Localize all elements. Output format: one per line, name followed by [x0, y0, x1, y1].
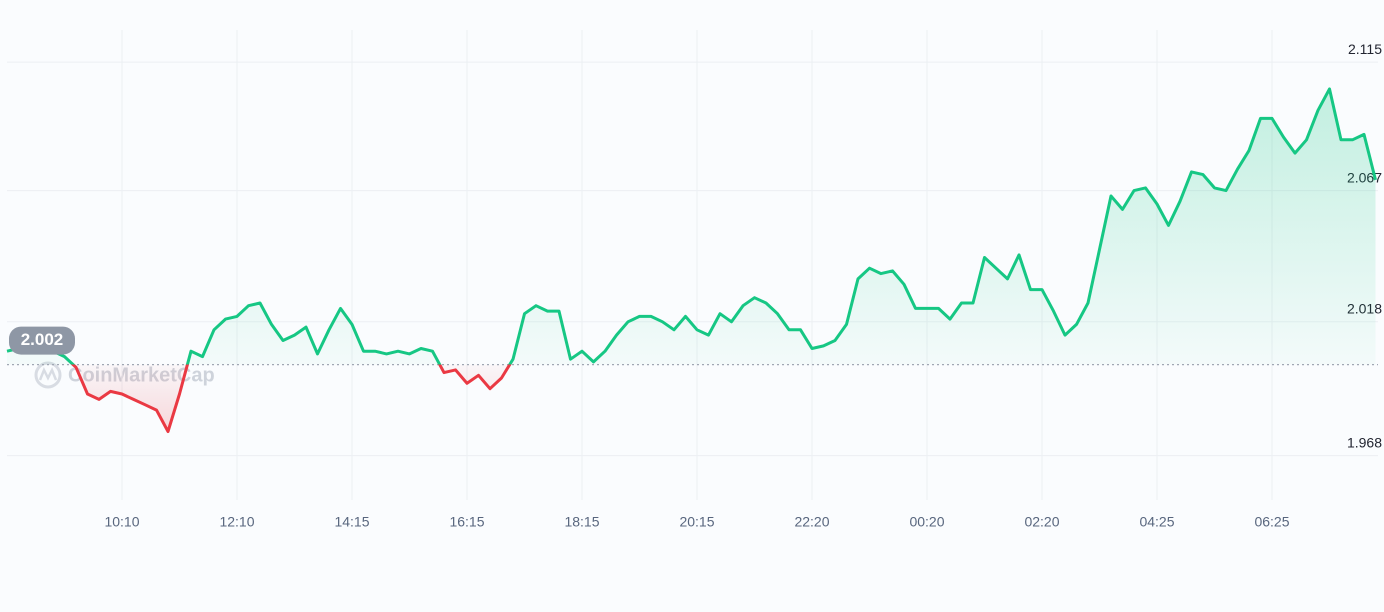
- x-tick-label: 18:15: [564, 514, 599, 530]
- x-tick-label: 20:15: [679, 514, 714, 530]
- y-tick-label: 1.968: [1347, 434, 1382, 450]
- x-tick-label: 02:20: [1024, 514, 1059, 530]
- area: [7, 88, 1376, 432]
- y-tick-label: 2.115: [1348, 41, 1382, 57]
- x-tick-label: 06:25: [1254, 514, 1289, 530]
- x-tick-label: 00:20: [909, 514, 944, 530]
- baseline-label: 2.002: [21, 330, 64, 349]
- x-tick-label: 14:15: [334, 514, 369, 530]
- x-tick-label: 16:15: [449, 514, 484, 530]
- x-tick-label: 04:25: [1139, 514, 1174, 530]
- x-tick-label: 10:10: [104, 514, 139, 530]
- x-tick-label: 22:20: [794, 514, 829, 530]
- price-line: [6, 87, 1377, 433]
- baseline-label-bg: [9, 326, 75, 355]
- x-tick-label: 12:10: [219, 514, 254, 530]
